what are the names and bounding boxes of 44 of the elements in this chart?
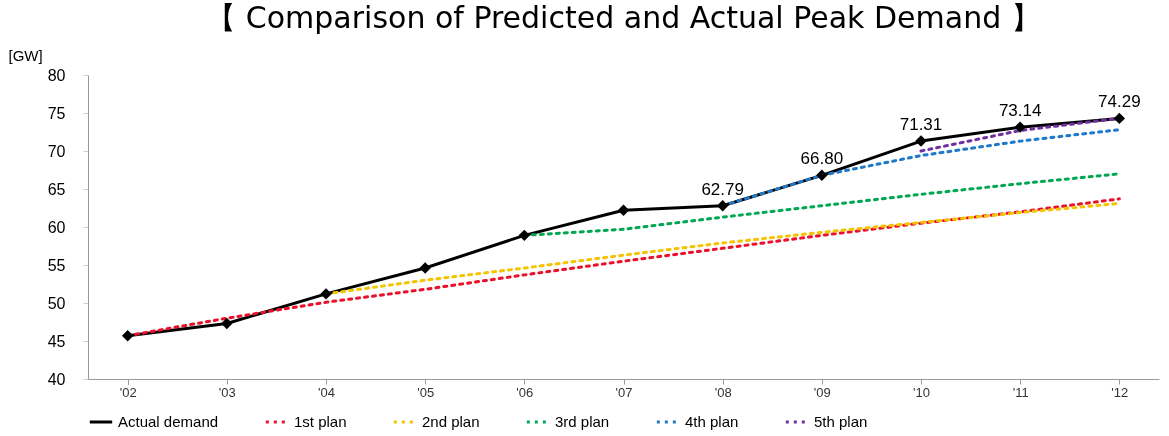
x-tick-label: '09 xyxy=(813,384,831,400)
data-label: 74.29 xyxy=(1098,92,1141,112)
legend-label: 4th plan xyxy=(685,413,739,430)
chart-title: 【 Comparison of Predicted and Actual Peak Demand 】 xyxy=(206,0,1041,35)
legend-label: Actual demand xyxy=(118,413,219,430)
y-tick-label: 60 xyxy=(47,218,66,236)
x-tick-label: '10 xyxy=(913,384,930,400)
x-tick-label: '05 xyxy=(417,384,435,400)
y-tick-label: 50 xyxy=(47,294,66,312)
data-label: 62.79 xyxy=(701,179,744,199)
y-tick-label: 45 xyxy=(47,332,66,350)
x-tick-label: '02 xyxy=(119,384,137,400)
data-label: 66.80 xyxy=(800,149,844,169)
legend-label: 5th plan xyxy=(814,413,868,430)
y-tick-label: 40 xyxy=(47,370,66,388)
x-tick-label: '03 xyxy=(218,384,236,400)
legend-label: 1st plan xyxy=(294,413,347,430)
point xyxy=(1014,121,1026,133)
legend-label: 2nd plan xyxy=(422,413,480,430)
y-axis-title: [GW] xyxy=(8,46,43,64)
x-tick-label: '12 xyxy=(1111,384,1129,400)
data-label: 73.14 xyxy=(998,101,1042,121)
x-tick-label: '04 xyxy=(318,384,335,400)
y-tick-label: 70 xyxy=(47,142,66,160)
x-tick-label: '07 xyxy=(615,384,633,400)
y-tick-label: 75 xyxy=(47,104,66,122)
point xyxy=(221,317,233,330)
point xyxy=(816,169,828,182)
point xyxy=(617,204,630,216)
y-tick-label: 55 xyxy=(47,256,66,274)
legend-label: 3rd plan xyxy=(555,413,610,430)
point xyxy=(915,135,927,147)
point xyxy=(1113,112,1126,125)
point xyxy=(121,329,134,342)
point xyxy=(716,200,729,212)
y-tick-label: 80 xyxy=(47,66,66,84)
x-tick-label: '11 xyxy=(1012,384,1029,400)
data-label: 71.31 xyxy=(899,115,943,135)
x-tick-label: '08 xyxy=(714,384,732,400)
point xyxy=(518,229,531,242)
point xyxy=(419,262,431,274)
point xyxy=(320,288,332,300)
x-tick-label: '06 xyxy=(516,384,534,400)
y-tick-label: 65 xyxy=(47,180,66,198)
